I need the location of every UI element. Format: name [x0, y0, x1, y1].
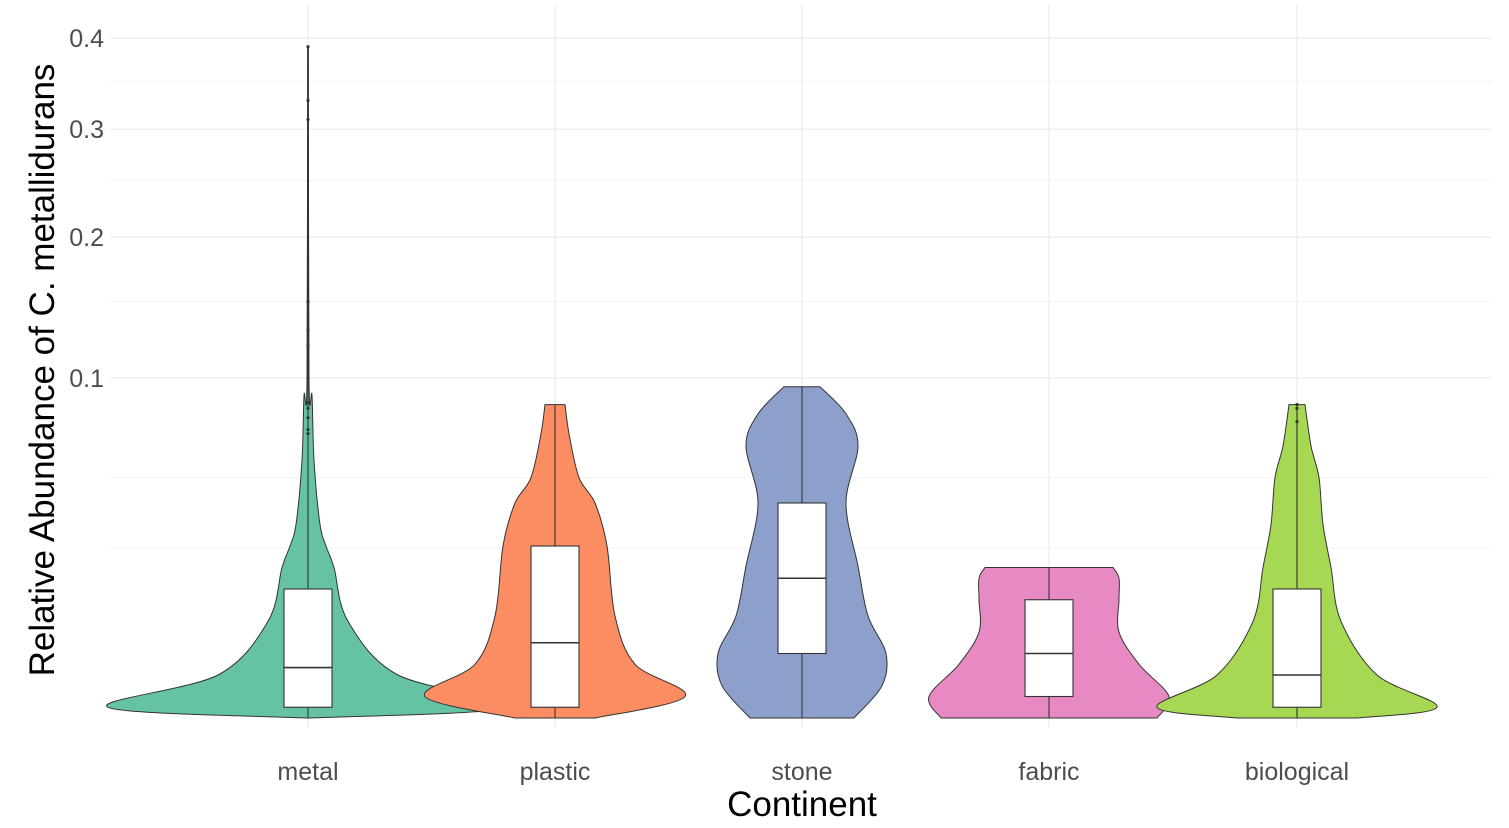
x-tick-label: metal [277, 758, 338, 786]
outlier-point [306, 427, 310, 432]
y-tick-label: 0.1 [69, 365, 104, 393]
y-axis-title: Relative Abundance of C. metallidurans [23, 64, 62, 677]
y-tick-label: 0.2 [69, 224, 104, 252]
outlier-point [306, 376, 310, 380]
x-tick-label: biological [1245, 758, 1349, 786]
outlier-point [306, 328, 310, 333]
x-tick-label: stone [771, 758, 832, 786]
x-axis-ticks: metal plastic stone fabric biological [277, 758, 1349, 786]
y-tick-label: 0.4 [69, 25, 104, 53]
outlier-point [306, 45, 310, 49]
box-biological [1272, 588, 1322, 708]
violin-group-stone [716, 386, 888, 719]
box-fabric [1024, 599, 1074, 698]
x-tick-label: fabric [1018, 758, 1079, 786]
violin-group-metal [106, 45, 510, 719]
box-plastic [530, 545, 580, 708]
violins [106, 45, 1438, 719]
box-metal [283, 588, 333, 708]
violin-group-biological [1156, 402, 1438, 719]
x-axis-title: Continent [727, 785, 877, 824]
outlier-point [306, 401, 310, 405]
violin-group-plastic [424, 404, 686, 719]
outlier-point [1295, 402, 1299, 407]
outlier-point [306, 431, 310, 436]
y-axis-ticks: 0.1 0.2 0.3 0.4 [69, 25, 104, 393]
outlier-point [306, 416, 310, 420]
outlier-point [306, 300, 310, 304]
outlier-point [306, 117, 310, 122]
outlier-point [1295, 406, 1299, 410]
outlier-point [1295, 420, 1299, 424]
outlier-point [306, 406, 310, 410]
violin-group-fabric [928, 567, 1170, 719]
outlier-point [306, 98, 310, 103]
y-tick-label: 0.3 [69, 116, 104, 144]
x-tick-label: plastic [520, 758, 591, 786]
outlier-point [306, 344, 310, 348]
